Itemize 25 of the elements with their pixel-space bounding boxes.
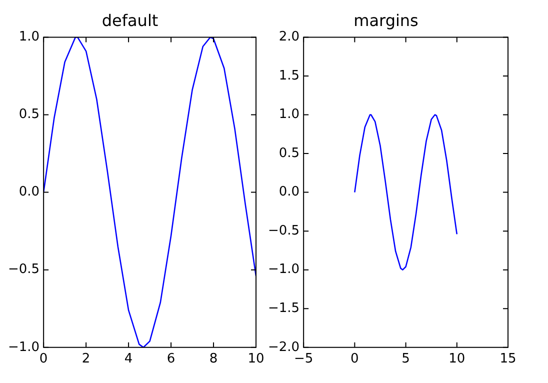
- x-tick-label: 2: [82, 352, 90, 367]
- y-tick-label: 0.0: [278, 184, 300, 200]
- x-tick-label: 10: [448, 352, 466, 367]
- x-tick-label: 0: [39, 352, 48, 367]
- chart-title: default: [102, 10, 158, 30]
- y-tick-label: 0.5: [278, 146, 300, 161]
- y-tick-label: 1.0: [18, 30, 40, 45]
- x-tick-label: 15: [500, 352, 516, 367]
- x-tick-label: 8: [209, 352, 218, 367]
- y-tick-label: 0.0: [18, 184, 40, 200]
- y-tick-label: 2.0: [278, 30, 300, 45]
- x-tick-label: 5: [402, 352, 410, 367]
- chart-title: margins: [354, 10, 418, 30]
- x-tick-label: 6: [166, 352, 176, 367]
- x-tick-label: 4: [124, 352, 133, 367]
- y-tick-label: −1.5: [268, 301, 300, 316]
- y-tick-label: 1.5: [278, 68, 300, 84]
- y-tick-label: −1.0: [268, 262, 300, 278]
- x-tick-label: 0: [350, 352, 359, 367]
- y-tick-label: −1.0: [8, 340, 40, 355]
- y-tick-label: 1.0: [278, 107, 300, 122]
- x-tick-label: 10: [248, 352, 264, 367]
- y-tick-label: 0.5: [18, 107, 40, 122]
- y-tick-label: −0.5: [268, 223, 300, 238]
- y-tick-label: −0.5: [8, 262, 40, 278]
